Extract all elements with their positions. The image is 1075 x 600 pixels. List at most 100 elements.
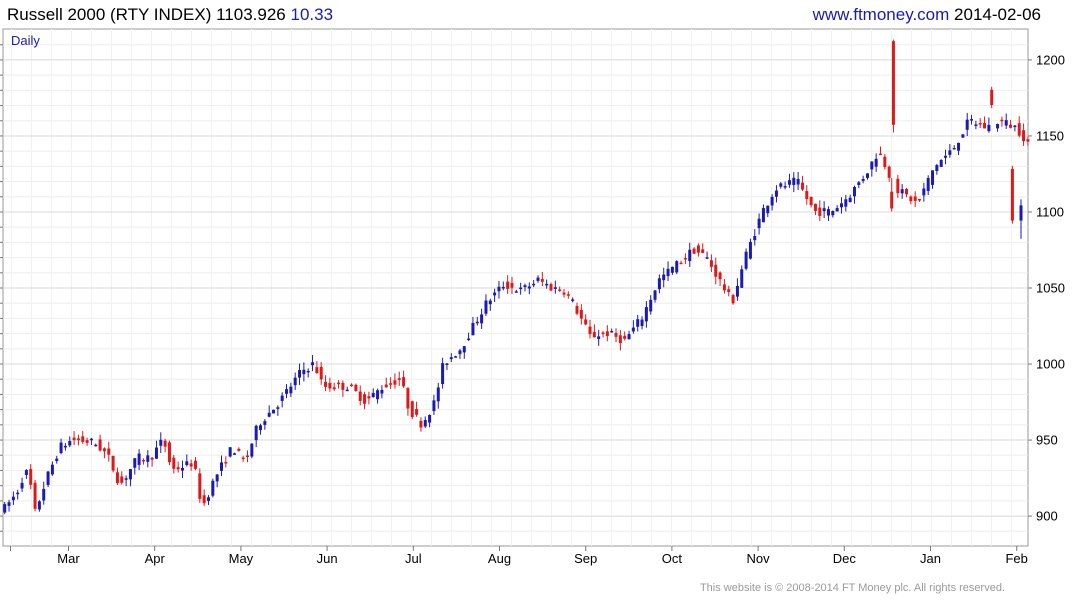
candle-body xyxy=(397,378,401,380)
candle-body xyxy=(631,327,635,332)
candle-body xyxy=(350,384,354,387)
candle-body xyxy=(683,258,687,260)
candle-body xyxy=(844,199,848,207)
candle-body xyxy=(692,248,696,254)
candle-body xyxy=(484,300,488,314)
candle-body xyxy=(970,119,974,121)
candle-body xyxy=(549,284,553,291)
candle-body xyxy=(874,158,878,167)
candle-body xyxy=(909,196,913,202)
candle-body xyxy=(896,178,900,194)
candle-body xyxy=(428,414,432,423)
candle-body xyxy=(354,384,358,391)
candle-body xyxy=(996,123,1000,129)
candle-body xyxy=(588,326,592,335)
candle-body xyxy=(839,203,843,208)
candle-body xyxy=(211,480,215,496)
candle-body xyxy=(835,208,839,212)
candle-body xyxy=(623,335,627,339)
chart-title: Russell 2000 (RTY INDEX) 1103.926 10.33 xyxy=(7,5,333,25)
candle-body xyxy=(809,196,813,206)
candle-body xyxy=(575,306,579,314)
candle-body xyxy=(315,367,319,374)
candle-body xyxy=(202,495,206,504)
candle-body xyxy=(890,191,894,209)
price-change: 10.33 xyxy=(290,5,334,24)
candle-body xyxy=(774,190,778,197)
candle-body xyxy=(779,183,783,187)
candle-body xyxy=(644,307,648,322)
copyright-notice: This website is © 2008-2014 FT Money plc… xyxy=(699,582,1005,594)
candle-body xyxy=(740,269,744,288)
candle-body xyxy=(263,421,267,425)
candle-body xyxy=(727,289,731,293)
month-label: Jun xyxy=(317,551,338,566)
candle-body xyxy=(935,165,939,171)
candle-body xyxy=(345,389,349,392)
candle-body xyxy=(614,332,618,337)
candle-body xyxy=(948,150,952,155)
candle-body xyxy=(458,350,462,355)
index-title: Russell 2000 (RTY INDEX) 1103.926 xyxy=(7,5,286,24)
candle-body xyxy=(16,492,20,495)
site-link[interactable]: www.ftmoney.com xyxy=(812,5,950,24)
candle-body xyxy=(744,251,748,269)
candle-body xyxy=(406,388,410,409)
candle-body xyxy=(905,189,909,195)
candle-body xyxy=(649,299,653,312)
candle-body xyxy=(415,408,419,415)
candle-body xyxy=(922,188,926,196)
candle-body xyxy=(63,445,67,448)
month-label: Jan xyxy=(920,551,941,566)
candle-body xyxy=(493,292,497,296)
candle-body xyxy=(33,482,37,509)
candle-body xyxy=(735,285,739,297)
candle-body xyxy=(761,208,765,223)
candle-body xyxy=(436,387,440,402)
candle-body xyxy=(380,389,384,394)
candle-body xyxy=(480,314,484,324)
candle-body xyxy=(410,401,414,418)
candle-body xyxy=(133,458,137,468)
candle-body xyxy=(597,336,601,340)
candle-body xyxy=(701,249,705,254)
candle-body xyxy=(198,473,202,499)
candle-body xyxy=(193,460,197,469)
candle-body xyxy=(115,472,119,484)
candle-body xyxy=(627,334,631,340)
candle-body xyxy=(826,209,830,216)
candle-body xyxy=(558,289,562,291)
candle-body xyxy=(900,189,904,194)
candle-body xyxy=(7,502,11,506)
candle-body xyxy=(441,363,445,384)
candle-body xyxy=(432,400,436,412)
candle-body xyxy=(818,207,822,216)
candle-body xyxy=(141,459,145,462)
y-tick-label: 1050 xyxy=(1036,281,1065,296)
month-label: Sep xyxy=(574,551,597,566)
month-label: Feb xyxy=(1005,551,1027,566)
candle-body xyxy=(3,504,7,513)
candle-body xyxy=(285,389,289,394)
candle-body xyxy=(98,439,102,451)
candle-body xyxy=(605,331,609,337)
candle-body xyxy=(532,283,536,286)
y-tick-label: 1100 xyxy=(1036,204,1064,219)
candle-body xyxy=(722,284,726,291)
candle-body xyxy=(298,370,302,378)
chart-header: Russell 2000 (RTY INDEX) 1103.926 10.33 … xyxy=(0,0,1075,30)
candle-body xyxy=(601,332,605,335)
header-right: www.ftmoney.com 2014-02-06 xyxy=(813,5,1041,25)
candle-body xyxy=(172,457,176,469)
candle-body xyxy=(913,196,917,201)
candle-body xyxy=(714,264,718,277)
candle-body xyxy=(796,179,800,185)
candle-body xyxy=(571,299,575,301)
candle-body xyxy=(59,442,63,454)
candle-body xyxy=(449,357,453,360)
candle-body xyxy=(289,386,293,394)
candle-body xyxy=(81,436,85,442)
month-label: Oct xyxy=(662,551,683,566)
candle-body xyxy=(24,470,28,475)
candle-body xyxy=(471,323,475,336)
